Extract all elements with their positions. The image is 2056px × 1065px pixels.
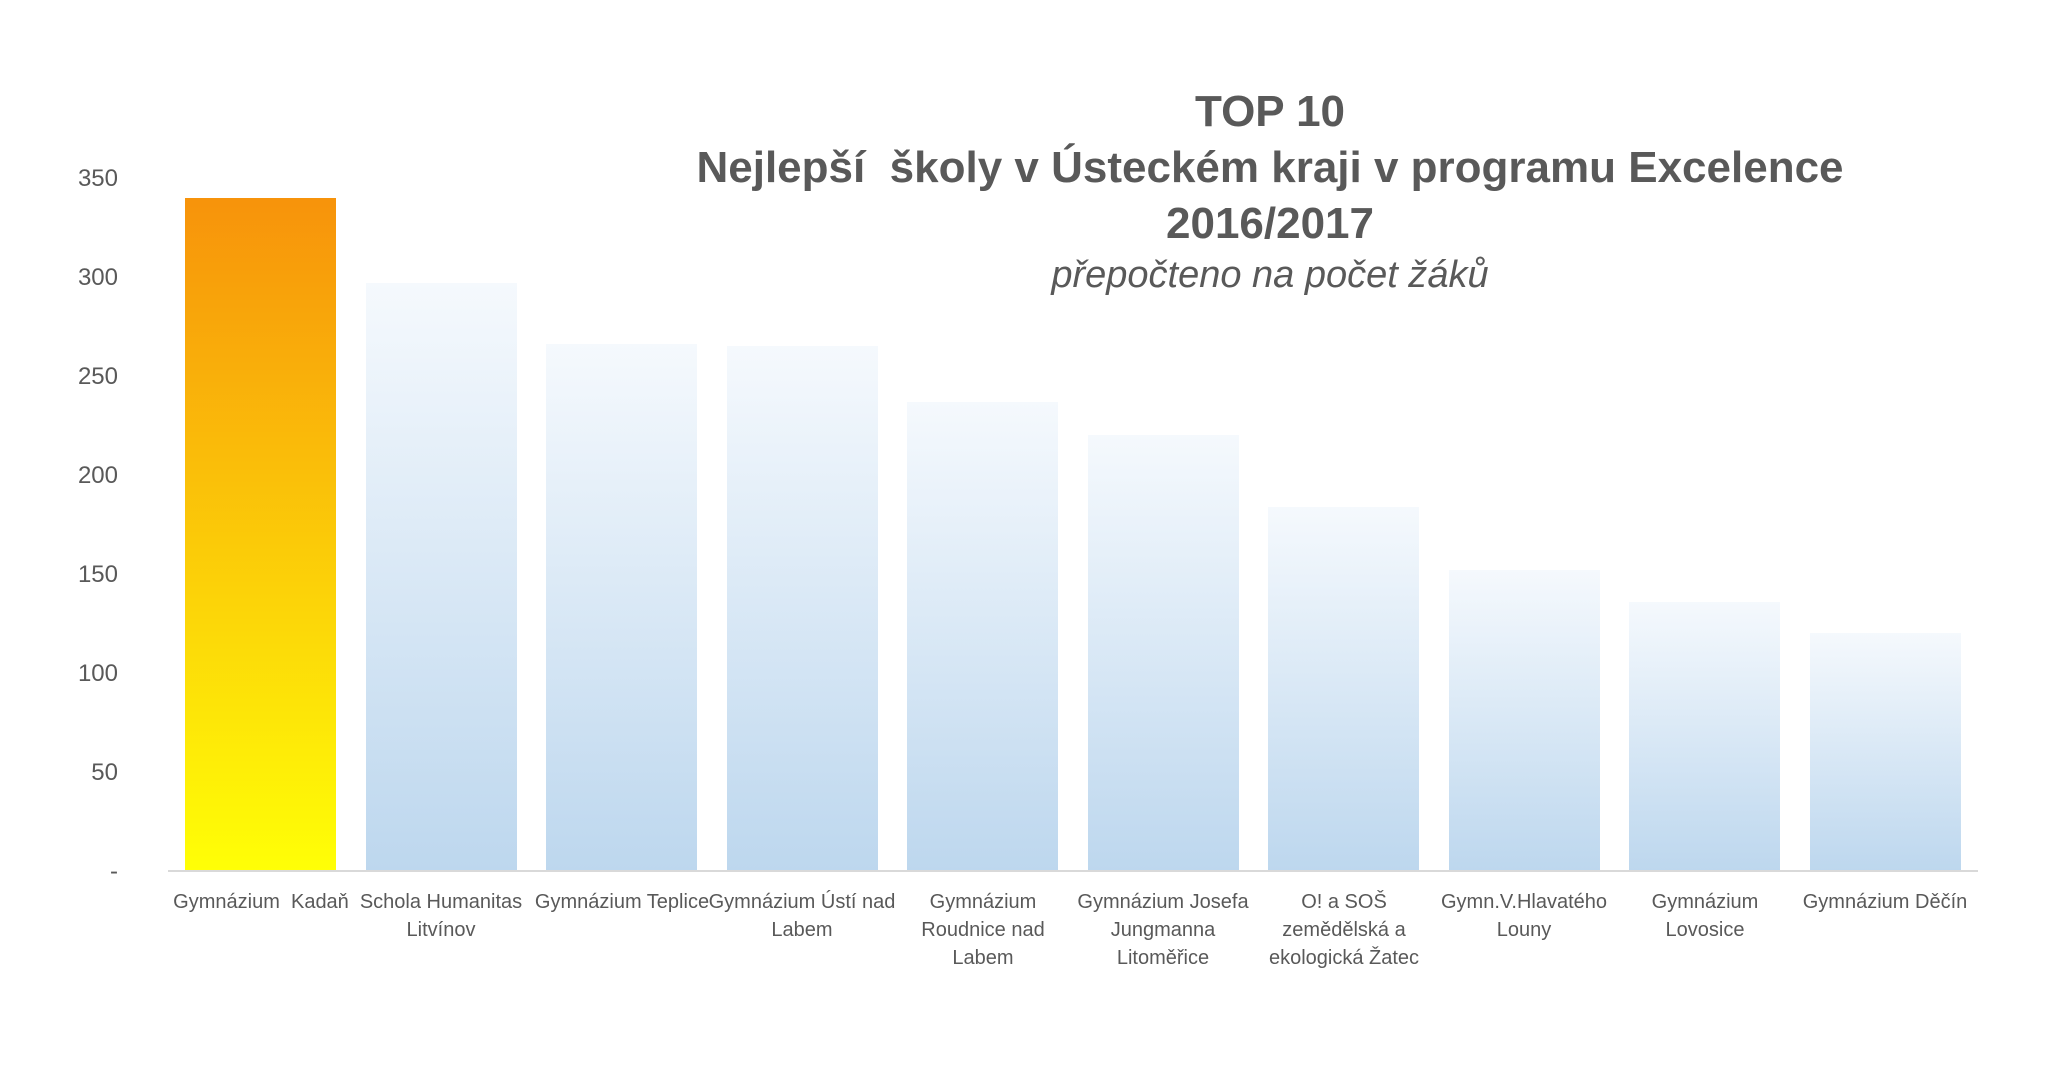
bar [1088, 435, 1239, 871]
bar [366, 283, 517, 871]
category-label: Gymn.V.Hlavatého Louny [1440, 891, 1607, 941]
bar [907, 402, 1058, 871]
chart-period: 2016/2017 [1166, 199, 1374, 248]
category-label: Gymnázium Lovosice [1651, 891, 1759, 941]
category-label: Gymnázium Josefa Jungmanna Litoměřice [1077, 891, 1249, 969]
bar [185, 198, 336, 871]
y-tick-label: 50 [91, 759, 118, 786]
y-tick-label: 200 [77, 462, 118, 489]
category-label: O! a SOŠ zemědělská a ekologická Žatec [1268, 891, 1420, 969]
category-label: Gymnázium Kadaň [173, 891, 349, 913]
chart-title: TOP 10 [1194, 87, 1346, 136]
bar [1268, 507, 1419, 871]
bar [1449, 570, 1600, 871]
chart-note: přepočteno na počet žáků [1051, 254, 1489, 296]
category-label: Gymnázium Roudnice nad Labem [921, 891, 1045, 969]
chart-subtitle: Nejlepší školy v Ústeckém kraji v progra… [696, 143, 1844, 192]
bar [1629, 602, 1780, 871]
bar [1810, 633, 1961, 871]
y-tick-label: 250 [77, 363, 118, 390]
x-axis-line [168, 870, 1978, 872]
y-tick-label: 350 [77, 165, 118, 192]
bar [727, 346, 878, 871]
category-label: Gymnázium Teplice [534, 891, 710, 913]
category-label: Gymnázium Ústí nad Labem [708, 891, 896, 941]
y-tick-label: 150 [77, 561, 118, 588]
y-tick-label: 100 [77, 660, 118, 687]
bar [546, 344, 697, 871]
category-label: Schola Humanitas Litvínov [359, 891, 523, 941]
category-label: Gymnázium Děčín [1802, 891, 1968, 913]
chart-title-block: TOP 10 Nejlepší školy v Ústeckém kraji v… [470, 84, 2056, 298]
y-tick-label: 300 [77, 264, 118, 291]
y-tick-label: - [110, 858, 118, 885]
